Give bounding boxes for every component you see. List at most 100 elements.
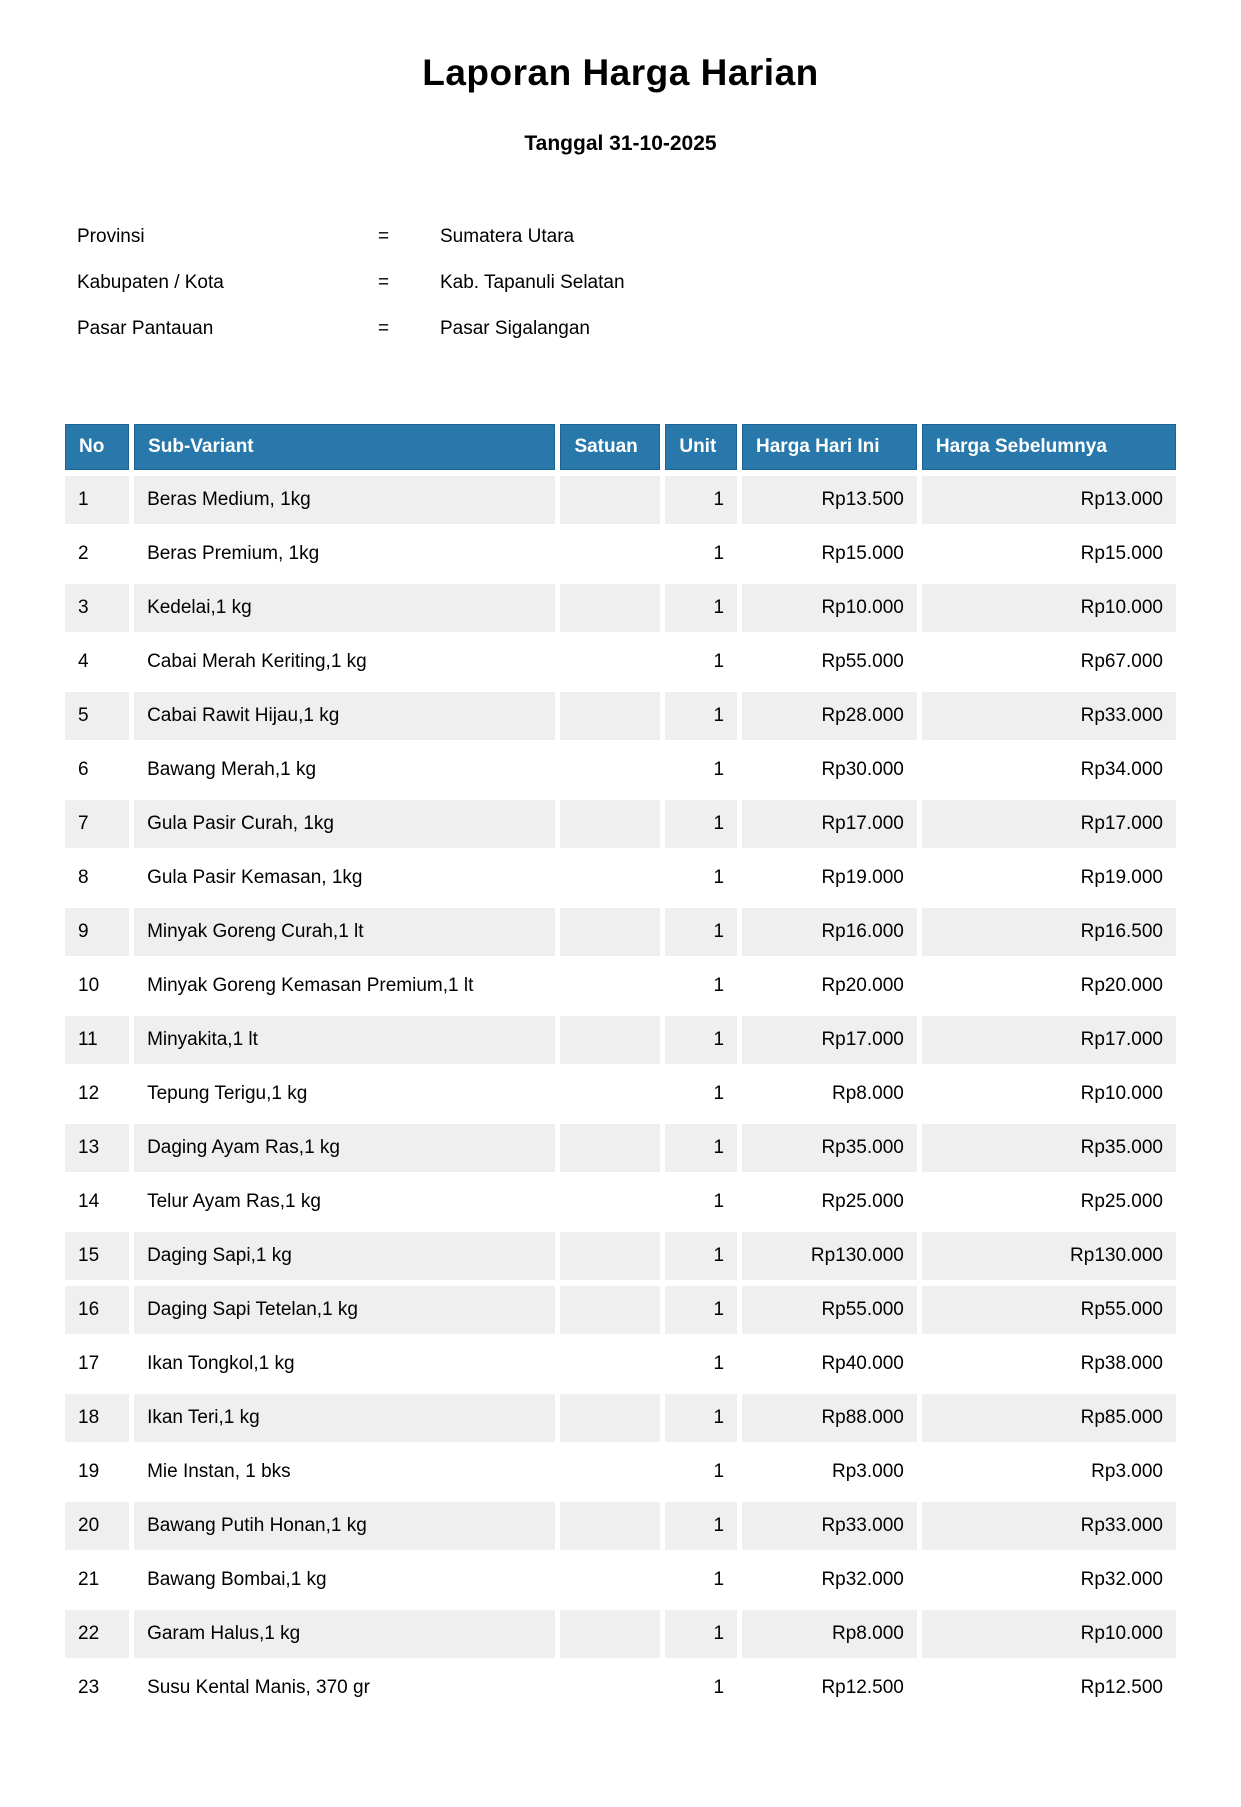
- row-harga-hari-ini: Rp28.000: [742, 692, 917, 740]
- row-harga-sebelumnya: Rp15.000: [921, 530, 1176, 578]
- row-sub-variant: Ikan Teri,1 kg: [134, 1394, 556, 1442]
- row-unit: 1: [665, 1016, 738, 1064]
- row-unit: 1: [665, 962, 738, 1010]
- row-unit: 1: [665, 908, 738, 956]
- row-harga-hari-ini: Rp130.000: [742, 1232, 917, 1280]
- row-satuan: [560, 746, 661, 794]
- row-no: 11: [65, 1016, 130, 1064]
- row-harga-hari-ini: Rp10.000: [742, 584, 917, 632]
- row-sub-variant: Bawang Bombai,1 kg: [134, 1556, 556, 1604]
- row-satuan: [560, 530, 661, 578]
- table-row: 15 Daging Sapi,1 kg 1 Rp130.000 Rp130.00…: [65, 1232, 1176, 1280]
- row-no: 15: [65, 1232, 130, 1280]
- row-sub-variant: Telur Ayam Ras,1 kg: [134, 1178, 556, 1226]
- table-row: 16 Daging Sapi Tetelan,1 kg 1 Rp55.000 R…: [65, 1286, 1176, 1334]
- row-unit: 1: [665, 1448, 738, 1496]
- row-unit: 1: [665, 1610, 738, 1658]
- row-satuan: [560, 1232, 661, 1280]
- row-unit: 1: [665, 476, 738, 524]
- row-sub-variant: Daging Sapi Tetelan,1 kg: [134, 1286, 556, 1334]
- row-harga-hari-ini: Rp13.500: [742, 476, 917, 524]
- row-unit: 1: [665, 1556, 738, 1604]
- table-row: 2 Beras Premium, 1kg 1 Rp15.000 Rp15.000: [65, 530, 1176, 578]
- row-harga-sebelumnya: Rp33.000: [921, 692, 1176, 740]
- table-row: 8 Gula Pasir Kemasan, 1kg 1 Rp19.000 Rp1…: [65, 854, 1176, 902]
- row-unit: 1: [665, 800, 738, 848]
- row-sub-variant: Mie Instan, 1 bks: [134, 1448, 556, 1496]
- row-no: 18: [65, 1394, 130, 1442]
- row-harga-sebelumnya: Rp130.000: [921, 1232, 1176, 1280]
- row-harga-sebelumnya: Rp32.000: [921, 1556, 1176, 1604]
- table-row: 7 Gula Pasir Curah, 1kg 1 Rp17.000 Rp17.…: [65, 800, 1176, 848]
- row-satuan: [560, 1664, 661, 1712]
- row-sub-variant: Cabai Merah Keriting,1 kg: [134, 638, 556, 686]
- table-row: 22 Garam Halus,1 kg 1 Rp8.000 Rp10.000: [65, 1610, 1176, 1658]
- meta-value-pasar-pantauan: Pasar Sigalangan: [440, 318, 590, 339]
- table-row: 20 Bawang Putih Honan,1 kg 1 Rp33.000 Rp…: [65, 1502, 1176, 1550]
- row-sub-variant: Gula Pasir Kemasan, 1kg: [134, 854, 556, 902]
- meta-label-provinsi: Provinsi: [77, 226, 145, 247]
- row-harga-sebelumnya: Rp17.000: [921, 800, 1176, 848]
- row-harga-hari-ini: Rp19.000: [742, 854, 917, 902]
- row-harga-hari-ini: Rp20.000: [742, 962, 917, 1010]
- report-date: Tanggal 31-10-2025: [524, 132, 717, 155]
- row-harga-sebelumnya: Rp85.000: [921, 1394, 1176, 1442]
- row-no: 6: [65, 746, 130, 794]
- row-unit: 1: [665, 746, 738, 794]
- row-satuan: [560, 1394, 661, 1442]
- row-satuan: [560, 1178, 661, 1226]
- row-unit: 1: [665, 1124, 738, 1172]
- row-satuan: [560, 1016, 661, 1064]
- row-no: 20: [65, 1502, 130, 1550]
- row-harga-sebelumnya: Rp34.000: [921, 746, 1176, 794]
- row-unit: 1: [665, 1502, 738, 1550]
- row-satuan: [560, 908, 661, 956]
- row-sub-variant: Bawang Merah,1 kg: [134, 746, 556, 794]
- row-satuan: [560, 638, 661, 686]
- row-unit: 1: [665, 1394, 738, 1442]
- row-harga-hari-ini: Rp33.000: [742, 1502, 917, 1550]
- row-sub-variant: Beras Premium, 1kg: [134, 530, 556, 578]
- row-no: 9: [65, 908, 130, 956]
- row-sub-variant: Ikan Tongkol,1 kg: [134, 1340, 556, 1388]
- row-satuan: [560, 1070, 661, 1118]
- row-harga-sebelumnya: Rp33.000: [921, 1502, 1176, 1550]
- table-row: 3 Kedelai,1 kg 1 Rp10.000 Rp10.000: [65, 584, 1176, 632]
- row-satuan: [560, 800, 661, 848]
- row-sub-variant: Garam Halus,1 kg: [134, 1610, 556, 1658]
- row-harga-sebelumnya: Rp20.000: [921, 962, 1176, 1010]
- row-no: 5: [65, 692, 130, 740]
- row-satuan: [560, 476, 661, 524]
- table-row: 18 Ikan Teri,1 kg 1 Rp88.000 Rp85.000: [65, 1394, 1176, 1442]
- row-no: 1: [65, 476, 130, 524]
- row-satuan: [560, 1340, 661, 1388]
- row-no: 3: [65, 584, 130, 632]
- table-row: 13 Daging Ayam Ras,1 kg 1 Rp35.000 Rp35.…: [65, 1124, 1176, 1172]
- row-no: 10: [65, 962, 130, 1010]
- row-no: 16: [65, 1286, 130, 1334]
- row-no: 13: [65, 1124, 130, 1172]
- row-harga-sebelumnya: Rp12.500: [921, 1664, 1176, 1712]
- col-header-unit: Unit: [665, 424, 738, 470]
- row-harga-hari-ini: Rp35.000: [742, 1124, 917, 1172]
- price-table-header: No Sub-Variant Satuan Unit Harga Hari In…: [65, 424, 1176, 470]
- row-no: 8: [65, 854, 130, 902]
- row-harga-sebelumnya: Rp67.000: [921, 638, 1176, 686]
- row-unit: 1: [665, 1178, 738, 1226]
- row-harga-sebelumnya: Rp10.000: [921, 1610, 1176, 1658]
- row-harga-hari-ini: Rp30.000: [742, 746, 917, 794]
- col-header-satuan: Satuan: [560, 424, 661, 470]
- row-no: 19: [65, 1448, 130, 1496]
- row-satuan: [560, 1610, 661, 1658]
- row-harga-hari-ini: Rp55.000: [742, 1286, 917, 1334]
- row-satuan: [560, 1286, 661, 1334]
- row-sub-variant: Kedelai,1 kg: [134, 584, 556, 632]
- row-harga-hari-ini: Rp15.000: [742, 530, 917, 578]
- row-satuan: [560, 1556, 661, 1604]
- row-no: 14: [65, 1178, 130, 1226]
- row-harga-hari-ini: Rp8.000: [742, 1070, 917, 1118]
- row-harga-sebelumnya: Rp19.000: [921, 854, 1176, 902]
- row-satuan: [560, 1448, 661, 1496]
- row-no: 12: [65, 1070, 130, 1118]
- table-row: 23 Susu Kental Manis, 370 gr 1 Rp12.500 …: [65, 1664, 1176, 1712]
